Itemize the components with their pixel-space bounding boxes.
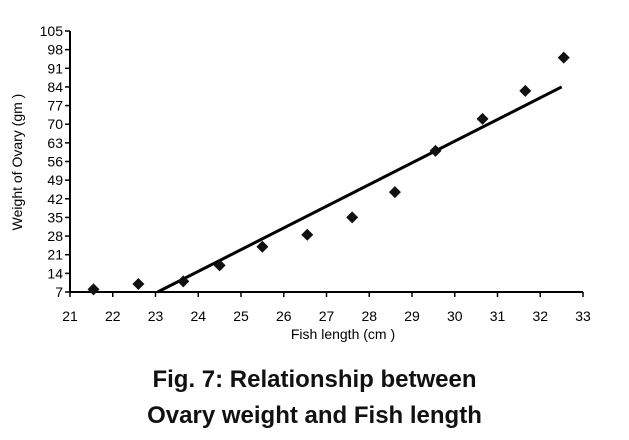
y-tick-label: 49 [47, 172, 63, 188]
y-tick-label: 84 [47, 79, 63, 95]
y-tick-label: 56 [47, 154, 63, 170]
data-point [557, 51, 570, 64]
axis-tick-marks [65, 30, 584, 297]
x-tick-label: 29 [404, 308, 420, 324]
trend-line [156, 85, 563, 294]
x-axis-title: Fish length (cm ) [291, 326, 395, 342]
x-tick-label: 28 [361, 308, 377, 324]
y-axis-title: Weight of Ovary (gm ) [9, 94, 25, 231]
x-tick-label: 31 [490, 308, 506, 324]
x-tick-label: 30 [447, 308, 463, 324]
data-point [87, 283, 100, 296]
x-tick-label: 32 [532, 308, 548, 324]
x-tick-labels: 21 22 23 24 25 26 27 28 29 30 31 32 33 [62, 308, 591, 324]
data-point [476, 112, 489, 125]
data-point [346, 211, 359, 224]
y-tick-label: 21 [47, 247, 63, 263]
y-tick-label: 91 [47, 60, 63, 76]
y-tick-label: 35 [47, 209, 63, 225]
y-tick-label: 7 [55, 284, 63, 300]
data-point [519, 84, 532, 97]
x-tick-label: 26 [276, 308, 292, 324]
y-tick-label: 77 [47, 98, 63, 114]
y-tick-label: 63 [47, 135, 63, 151]
data-point [177, 275, 190, 288]
scatter-chart: 21 22 23 24 25 26 27 28 29 30 31 32 33 7 14 21 28 35 42 49… [9, 23, 591, 342]
x-tick-label: 25 [233, 308, 249, 324]
data-point [388, 186, 401, 199]
x-tick-label: 23 [148, 308, 164, 324]
data-point [429, 144, 442, 157]
y-tick-labels: 7 14 21 28 35 42 49 56 63 70 77 84 91 98 105 [40, 23, 64, 300]
caption-line-1: Fig. 7: Relationship between [152, 366, 477, 393]
x-tick-label: 33 [575, 308, 591, 324]
data-point [256, 240, 269, 253]
x-tick-label: 27 [319, 308, 335, 324]
y-tick-label: 28 [47, 228, 63, 244]
y-tick-label: 98 [47, 42, 63, 58]
data-point [132, 278, 145, 291]
caption-line-2: Ovary weight and Fish length [147, 402, 482, 429]
x-tick-label: 21 [62, 308, 78, 324]
data-point [301, 228, 314, 241]
x-tick-label: 22 [105, 308, 121, 324]
y-tick-label: 14 [47, 265, 63, 281]
y-tick-label: 105 [40, 23, 64, 39]
data-points [87, 51, 570, 296]
y-tick-label: 70 [47, 116, 63, 132]
x-tick-label: 24 [190, 308, 206, 324]
y-tick-label: 42 [47, 191, 63, 207]
figure-caption: Fig. 7: Relationship between Ovary weigh… [0, 362, 629, 434]
data-point [213, 259, 226, 272]
